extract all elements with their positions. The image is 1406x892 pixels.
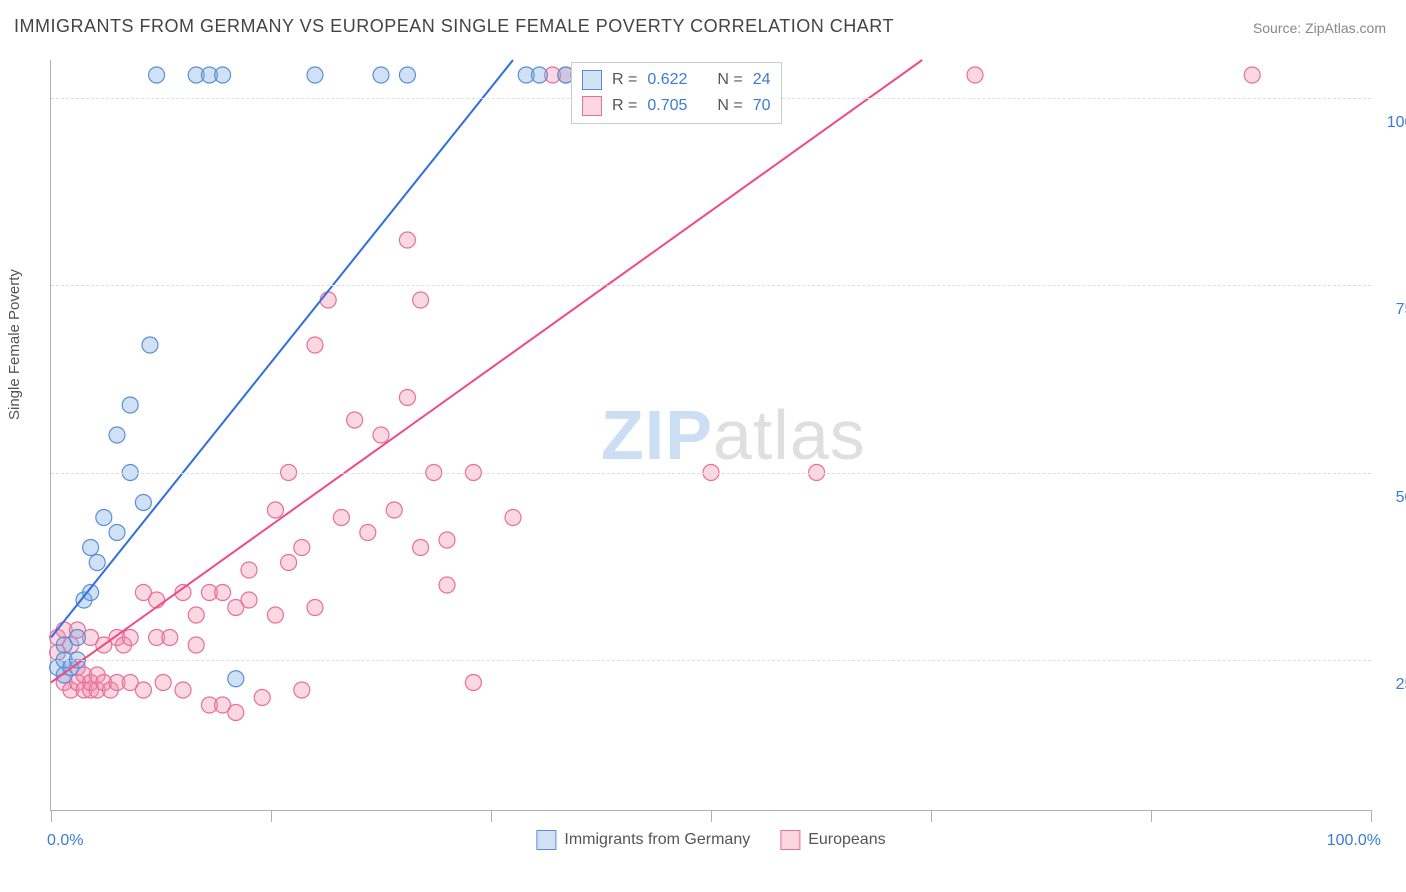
x-tick-label: 0.0% — [47, 832, 83, 850]
x-tick — [271, 810, 272, 822]
x-tick — [1151, 810, 1152, 822]
legend-row-germany: R = 0.622 N = 24 — [582, 67, 771, 93]
legend-n-europeans: 70 — [753, 97, 771, 115]
x-tick — [491, 810, 492, 822]
legend-swatch-germany — [582, 70, 602, 90]
x-tick-label: 100.0% — [1327, 832, 1381, 850]
y-tick-label: 50.0% — [1396, 489, 1406, 507]
legend-item-europeans: Europeans — [780, 830, 885, 850]
legend-r-label: R = — [612, 71, 637, 89]
source-label: Source: ZipAtlas.com — [1253, 20, 1386, 36]
legend-label-germany: Immigrants from Germany — [564, 831, 750, 848]
legend-swatch-germany-bottom — [536, 830, 556, 850]
y-tick-label: 75.0% — [1396, 301, 1406, 319]
legend-swatch-europeans-bottom — [780, 830, 800, 850]
chart-svg — [51, 60, 1371, 810]
y-axis-label: Single Female Poverty — [6, 269, 23, 420]
gridline — [51, 473, 1371, 474]
legend-n-label: N = — [717, 71, 742, 89]
legend-r-germany: 0.622 — [647, 71, 687, 89]
legend-r-europeans: 0.705 — [647, 97, 687, 115]
plot-area: ZIPatlas R = 0.622 N = 24 R = 0.705 N = … — [50, 60, 1371, 811]
x-tick — [1371, 810, 1372, 822]
legend-n-germany: 24 — [753, 71, 771, 89]
legend-item-germany: Immigrants from Germany — [536, 830, 750, 850]
y-tick-label: 25.0% — [1396, 676, 1406, 694]
x-tick — [711, 810, 712, 822]
legend-label-europeans: Europeans — [808, 831, 885, 848]
chart-title: IMMIGRANTS FROM GERMANY VS EUROPEAN SING… — [14, 16, 894, 37]
legend-r-label: R = — [612, 97, 637, 115]
legend-swatch-europeans — [582, 96, 602, 116]
legend-correlation: R = 0.622 N = 24 R = 0.705 N = 70 — [571, 62, 782, 124]
gridline — [51, 285, 1371, 286]
x-tick — [51, 810, 52, 822]
y-tick-label: 100.0% — [1387, 114, 1406, 132]
x-tick — [931, 810, 932, 822]
gridline — [51, 660, 1371, 661]
legend-row-europeans: R = 0.705 N = 70 — [582, 93, 771, 119]
legend-n-label: N = — [717, 97, 742, 115]
legend-series: Immigrants from Germany Europeans — [536, 830, 885, 850]
